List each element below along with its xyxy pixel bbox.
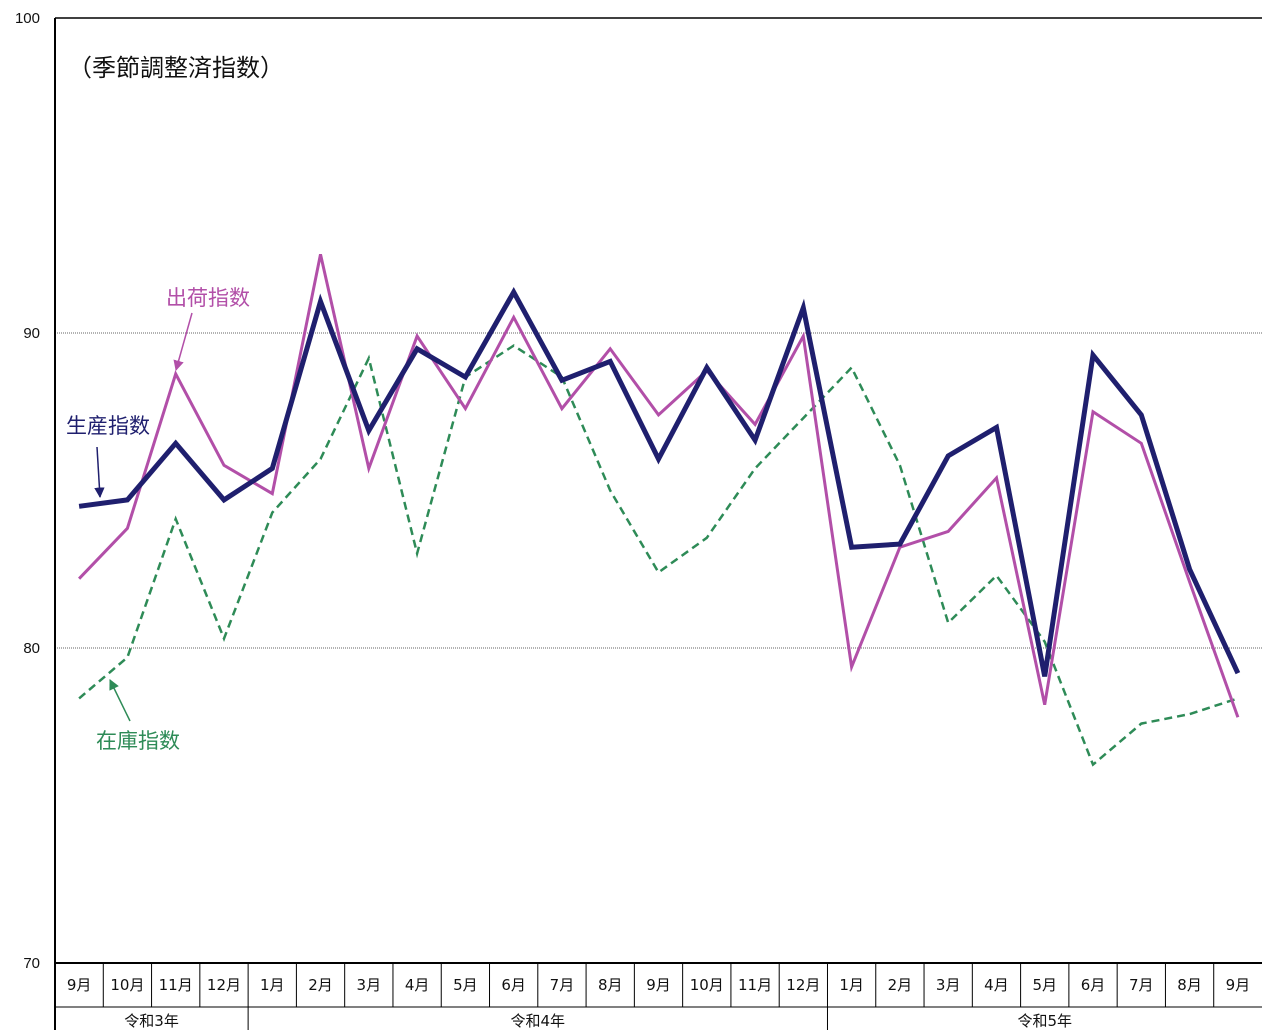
series-name-label: 在庫指数 (96, 729, 180, 753)
series-label-arrow (109, 679, 131, 722)
series-line-0 (78, 286, 1241, 677)
x-tick-label: 5月 (1032, 976, 1057, 994)
x-tick-label: 7月 (550, 976, 575, 994)
x-tick-label: 10月 (110, 976, 144, 994)
x-tick-label: 3月 (357, 976, 382, 994)
x-tick-label: 4月 (405, 976, 430, 994)
series-name-label: 生産指数 (66, 414, 150, 438)
y-tick-label: 100 (15, 10, 40, 27)
x-tick-label: 9月 (1226, 976, 1251, 994)
y-tick-label: 80 (23, 640, 40, 657)
y-tick-label: 70 (23, 955, 40, 972)
series-name-label: 出荷指数 (166, 286, 250, 310)
x-tick-label: 9月 (67, 976, 92, 994)
x-tick-label: 12月 (207, 976, 241, 994)
x-tick-label: 5月 (453, 976, 478, 994)
x-tick-label: 10月 (690, 976, 724, 994)
year-label: 令和4年 (511, 1012, 566, 1030)
labels: 70 80 90 100 9月 10月 11月 12月 1月 2月 3月 4月 5月 6月 7月 8月 9月 10… (15, 10, 1250, 1030)
x-tick-label: 9月 (646, 976, 671, 994)
axes (54, 17, 1262, 1030)
year-label: 令和3年 (124, 1012, 179, 1030)
x-tick-label: 4月 (984, 976, 1009, 994)
x-tick-label: 3月 (936, 976, 961, 994)
x-tick-label: 8月 (598, 976, 623, 994)
x-tick-label: 7月 (1129, 976, 1154, 994)
x-tick-label: 1月 (260, 976, 285, 994)
series-lines (78, 253, 1241, 767)
x-tick-label: 11月 (738, 976, 772, 994)
series-line-2 (78, 344, 1239, 767)
series-label-arrow (94, 446, 105, 499)
chart-note: （季節調整済指数） (68, 54, 284, 82)
x-tick-label: 11月 (159, 976, 193, 994)
x-tick-label: 1月 (839, 976, 864, 994)
x-tick-label: 6月 (501, 976, 526, 994)
x-tick-label: 6月 (1081, 976, 1106, 994)
series-line-1 (78, 253, 1240, 718)
x-tick-label: 12月 (786, 976, 820, 994)
x-tick-label: 2月 (888, 976, 913, 994)
x-tick-label: 8月 (1177, 976, 1202, 994)
series-label-arrow (173, 312, 193, 372)
y-tick-label: 90 (23, 325, 40, 342)
year-label: 令和5年 (1017, 1012, 1072, 1030)
x-tick-label: 2月 (308, 976, 333, 994)
